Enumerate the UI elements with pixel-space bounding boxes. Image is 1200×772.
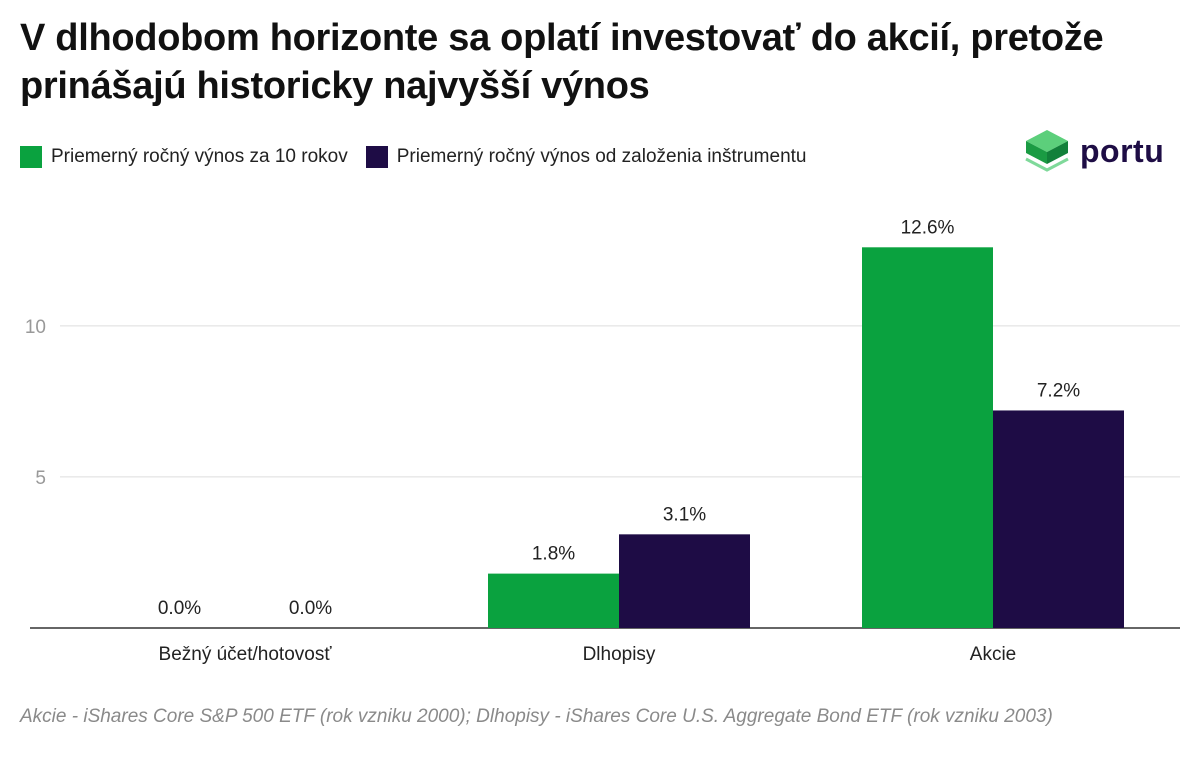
bar-10y bbox=[488, 573, 619, 628]
data-label: 7.2% bbox=[1037, 380, 1080, 401]
bar-inception bbox=[619, 534, 750, 628]
footnote: Akcie - iShares Core S&P 500 ETF (rok vz… bbox=[20, 706, 1053, 727]
legend-label-10y: Priemerný ročný výnos za 10 rokov bbox=[51, 146, 348, 167]
portu-logo: portu bbox=[1022, 126, 1164, 176]
legend-swatch-inception bbox=[365, 146, 388, 168]
data-label: 3.1% bbox=[663, 504, 706, 525]
x-category-label: Bežný účet/hotovosť bbox=[159, 644, 333, 665]
x-category-label: Dlhopisy bbox=[583, 644, 656, 665]
bar-inception bbox=[993, 410, 1124, 628]
y-tick-label: 10 bbox=[25, 317, 46, 338]
bar-chart: 5 10 0.0% 0.0% Bežný účet/hotovosť 1.8% 3.1% Dl… bbox=[25, 217, 1180, 665]
portu-cube-logo-icon bbox=[1025, 130, 1069, 172]
bar-10y bbox=[862, 247, 993, 629]
legend-label-inception: Priemerný ročný výnos od založenia inštr… bbox=[396, 146, 807, 167]
legend-item-inception: Priemerný ročný výnos od založenia inštr… bbox=[365, 146, 807, 168]
legend: Priemerný ročný výnos za 10 rokov Prieme… bbox=[20, 142, 824, 172]
data-label: 1.8% bbox=[532, 544, 575, 565]
data-label: 0.0% bbox=[158, 598, 201, 619]
chart-title: V dlhodobom horizonte sa oplatí investov… bbox=[20, 17, 1104, 107]
x-category-label: Akcie bbox=[970, 644, 1016, 665]
data-label: 0.0% bbox=[289, 598, 332, 619]
y-tick-label: 5 bbox=[35, 468, 46, 489]
data-label: 12.6% bbox=[901, 217, 955, 238]
legend-swatch-10y bbox=[20, 146, 42, 168]
portu-logo-text: portu bbox=[1080, 132, 1165, 169]
legend-item-10y: Priemerný ročný výnos za 10 rokov bbox=[20, 146, 348, 168]
